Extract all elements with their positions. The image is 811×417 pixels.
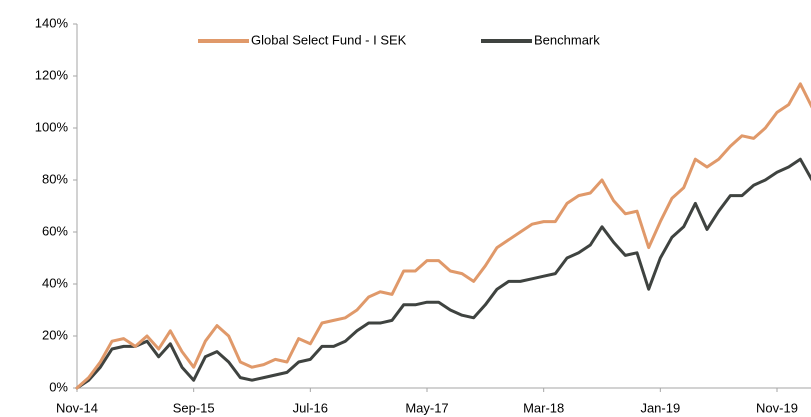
series-line xyxy=(75,157,811,390)
y-tick-label: 140% xyxy=(35,15,69,30)
y-tick-label: 40% xyxy=(42,275,68,290)
x-tick-label: Nov-19 xyxy=(756,400,798,415)
series-line xyxy=(75,82,811,390)
legend-label: Global Select Fund - I SEK xyxy=(251,32,407,47)
x-tick-label: Jul-16 xyxy=(293,400,328,415)
y-tick-label: 60% xyxy=(42,223,68,238)
x-tick-label: Mar-18 xyxy=(523,400,564,415)
y-tick-label: 100% xyxy=(35,119,69,134)
x-tick-label: Jan-19 xyxy=(640,400,680,415)
y-tick-label: 0% xyxy=(49,379,68,394)
x-tick-label: May-17 xyxy=(405,400,448,415)
x-tick-label: Sep-15 xyxy=(173,400,215,415)
y-tick-label: 20% xyxy=(42,327,68,342)
y-tick-label: 120% xyxy=(35,67,69,82)
legend-label: Benchmark xyxy=(534,32,600,47)
x-tick-label: Nov-14 xyxy=(56,400,98,415)
y-tick-label: 80% xyxy=(42,171,68,186)
